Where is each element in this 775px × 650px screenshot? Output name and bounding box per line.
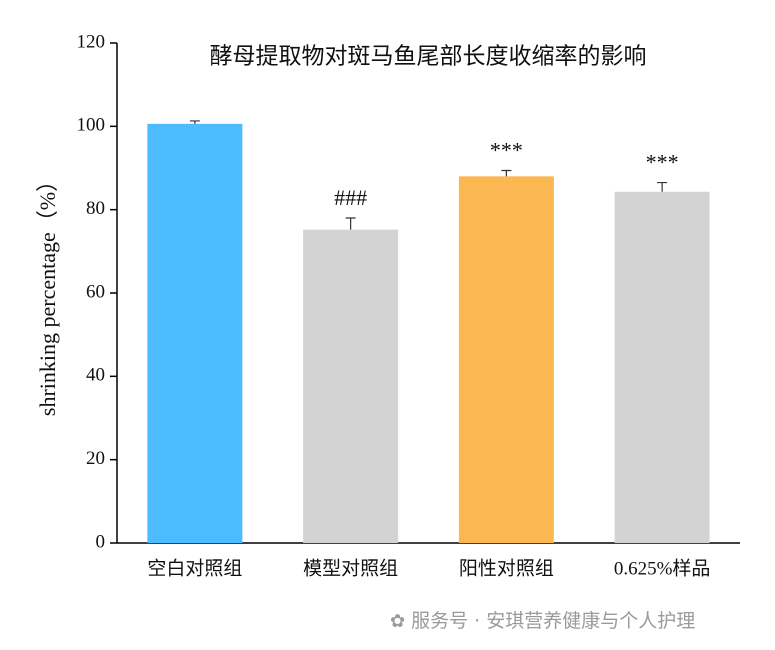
error-bar bbox=[501, 169, 512, 177]
y-tick-label: 80 bbox=[86, 198, 105, 219]
bar bbox=[147, 123, 243, 543]
watermark: ✿ 服务号 · 安琪营养健康与个人护理 bbox=[390, 610, 696, 632]
y-tick-label: 20 bbox=[86, 448, 105, 469]
error-bar bbox=[189, 120, 200, 124]
bar bbox=[303, 229, 399, 543]
error-bar bbox=[657, 181, 668, 192]
y-tick-label: 40 bbox=[86, 365, 105, 386]
x-tick-label: 阳性对照组 bbox=[459, 557, 554, 579]
x-tick-label: 模型对照组 bbox=[303, 557, 398, 579]
y-tick-label: 60 bbox=[86, 281, 105, 302]
bar bbox=[458, 176, 554, 544]
y-tick-label: 120 bbox=[77, 31, 106, 52]
significance-label: *** bbox=[490, 138, 523, 163]
significance-label: ### bbox=[334, 185, 367, 210]
y-axis-label: shrinking percentage（%） bbox=[35, 170, 60, 416]
significance-label: *** bbox=[646, 150, 679, 175]
bar bbox=[614, 191, 710, 543]
x-tick-label: 空白对照组 bbox=[147, 557, 242, 579]
y-tick-label: 0 bbox=[96, 531, 106, 552]
watermark-text: 服务号 · 安琪营养健康与个人护理 bbox=[411, 610, 696, 632]
chart-title: 酵母提取物对斑马鱼尾部长度收缩率的影响 bbox=[210, 43, 647, 68]
error-bar bbox=[345, 217, 356, 230]
x-tick-label: 0.625%样品 bbox=[614, 557, 711, 579]
y-tick-label: 100 bbox=[77, 115, 106, 136]
